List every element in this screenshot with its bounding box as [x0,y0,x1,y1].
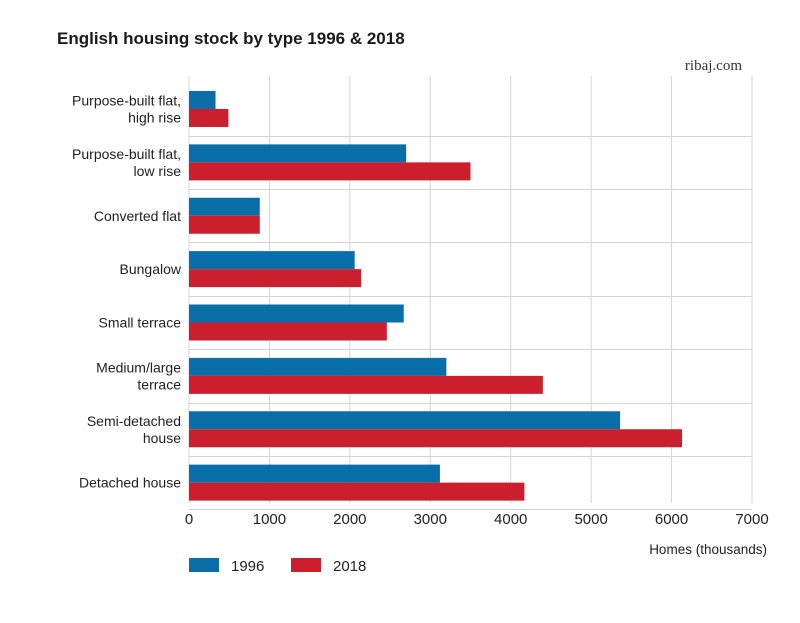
bar-1996 [189,251,355,270]
category-label: Converted flat [94,208,181,224]
bar-1996 [189,197,260,216]
x-tick-label: 2000 [333,511,366,528]
bar-2018 [189,109,229,127]
bar-1996 [189,144,407,163]
bar-2018 [189,429,683,448]
chart-title: English housing stock by type 1996 & 201… [57,29,405,48]
bar-2018 [189,322,387,341]
legend-swatch-2018 [291,558,321,572]
x-tick-label: 3000 [414,511,447,528]
category-label: Medium/large terrace [96,359,181,392]
category-label: Purpose-built flat, low rise [72,146,181,179]
bar-1996 [189,304,404,323]
x-axis-title: Homes (thousands) [649,542,767,557]
x-tick-label: 5000 [574,511,607,528]
source-credit: ribaj.com [684,58,742,74]
category-label: Small terrace [99,315,182,331]
bar-1996 [189,464,440,483]
legend-label-1996: 1996 [231,558,264,575]
bar-2018 [189,215,260,234]
x-tick-labels: 0 1000 2000 3000 4000 5000 6000 7000 [185,511,769,528]
bar-2018 [189,162,471,181]
bars [189,91,683,501]
category-label: Semi-detached house [87,413,181,446]
category-label: Purpose-built flat, high rise [72,93,181,126]
bar-2018 [189,269,362,288]
x-tick-label: 4000 [494,511,527,528]
legend: 1996 2018 [189,558,366,575]
bar-1996 [189,411,621,430]
bar-1996 [189,91,216,109]
category-label: Detached house [79,475,181,491]
category-labels: Purpose-built flat, high rise Purpose-buil… [72,93,182,491]
x-tick-label: 6000 [655,511,688,528]
x-tick-label: 0 [185,511,193,528]
bar-2018 [189,482,525,501]
legend-swatch-1996 [189,558,219,572]
bar-1996 [189,357,447,376]
legend-label-2018: 2018 [333,558,366,575]
x-tick-label: 7000 [735,511,768,528]
category-label: Bungalow [120,261,182,277]
x-tick-label: 1000 [253,511,286,528]
bar-2018 [189,375,543,394]
